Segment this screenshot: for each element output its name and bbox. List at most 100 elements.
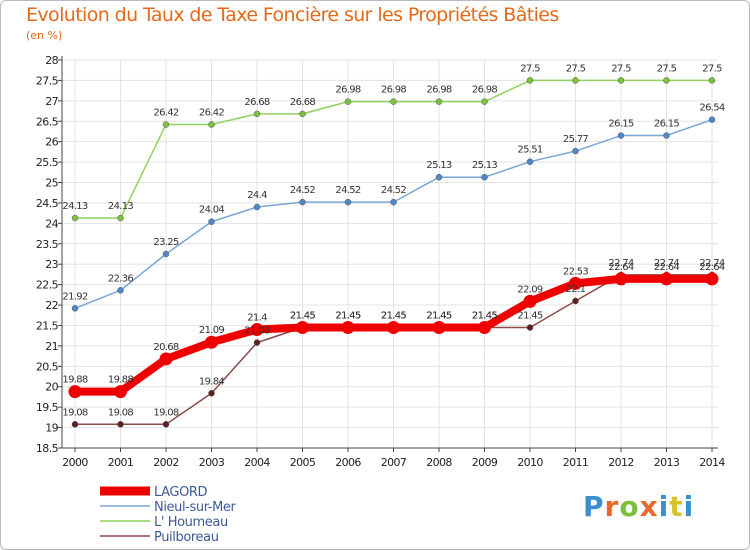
data-label-puilboreau: 22.1 [566,284,586,295]
y-tick-label: 27.5 [36,74,59,87]
data-label-lagord: 21.4 [247,313,267,324]
data-point-l-houmeau [299,110,306,118]
chart-subtitle: (en %) [26,29,63,42]
data-label-nieul-sur-mer: 26.15 [654,119,679,130]
data-point-puilboreau [71,421,79,428]
y-tick-label: 24 [45,217,58,230]
data-point-lagord [296,321,309,335]
data-point-l-houmeau [663,77,670,84]
data-point-puilboreau [253,339,261,346]
data-point-l-houmeau [481,98,488,105]
y-tick-label: 28 [45,54,58,67]
data-label-nieul-sur-mer: 24.52 [290,185,315,196]
data-label-nieul-sur-mer: 24.4 [247,190,267,201]
data-label-l-houmeau: 26.98 [426,85,451,96]
data-point-nieul-sur-mer [253,203,261,211]
y-tick-label: 19 [45,422,58,435]
data-label-nieul-sur-mer: 24.52 [381,185,406,196]
data-label-lagord: 19.88 [108,375,133,386]
axes: 18.5 19 19.5 20 20.5 21 21.5 22 22.5 23 23.5 24 24.5… [36,54,726,469]
data-label-puilboreau: 22.74 [699,258,724,269]
data-label-puilboreau: 22.74 [654,258,679,269]
proxiti-logo: Proxiti [583,490,694,523]
data-labels: 24.13 24.13 26.42 26.42 26.68 26.68 26.98 26.98… [62,63,725,418]
data-point-nieul-sur-mer [435,173,443,181]
data-point-lagord [660,272,673,286]
logo-letter: o [619,490,640,523]
data-label-l-houmeau: 26.42 [153,108,178,119]
y-tick-label: 21.5 [36,319,59,332]
data-label-puilboreau: 19.08 [62,407,87,418]
data-point-lagord [341,321,355,335]
data-point-nieul-sur-mer [390,198,397,206]
data-point-nieul-sur-mer [663,132,670,139]
x-tick-label: 2004 [244,456,270,469]
data-point-nieul-sur-mer [208,218,215,225]
data-label-l-houmeau: 27.5 [611,63,631,74]
y-tick-label: 25.5 [36,156,59,169]
legend-label: Nieul-sur-Mer [154,500,237,515]
data-label-lagord: 21.45 [335,311,360,322]
data-label-puilboreau: 19.84 [199,376,224,387]
y-tick-label: 23 [45,258,58,271]
y-tick-label: 20.5 [36,360,59,373]
data-point-lagord [523,294,537,308]
y-tick-label: 25 [45,177,58,190]
data-label-puilboreau: 21.45 [381,311,406,322]
data-label-lagord: 21.09 [199,325,224,336]
data-point-l-houmeau [617,77,625,84]
y-tick-label: 22 [45,299,58,312]
data-point-lagord [159,352,173,366]
legend-label: Puilboreau [154,530,219,545]
data-label-lagord: 21.45 [290,311,315,322]
x-tick-label: 2011 [563,456,589,469]
logo-letter: r [604,490,620,523]
data-point-lagord [478,321,491,335]
data-point-l-houmeau [208,121,215,128]
data-label-nieul-sur-mer: 25.13 [426,160,451,171]
x-tick-label: 2002 [153,456,179,469]
chart-title: Evolution du Taux de Taxe Foncière sur l… [26,4,559,26]
data-point-puilboreau [162,421,170,428]
data-point-nieul-sur-mer [117,287,124,294]
y-tick-label: 19.5 [36,401,59,414]
data-label-l-houmeau: 26.42 [199,108,224,119]
data-point-puilboreau [526,324,534,331]
data-label-nieul-sur-mer: 22.36 [108,273,133,284]
data-point-lagord [614,272,628,286]
y-tick-label: 26.5 [36,115,59,128]
data-point-nieul-sur-mer [481,173,488,181]
legend-label: L' Houmeau [154,515,228,530]
x-tick-label: 2008 [426,456,452,469]
data-label-l-houmeau: 27.5 [520,63,540,74]
x-tick-label: 2003 [199,456,225,469]
data-label-lagord: 22.64 [699,262,724,273]
data-label-nieul-sur-mer: 26.54 [699,103,724,114]
data-point-l-houmeau [390,98,397,105]
data-label-l-houmeau: 27.5 [702,63,722,74]
data-point-puilboreau [572,297,579,305]
logo-letter: x [639,490,659,523]
x-tick-label: 2000 [62,456,88,469]
y-tick-label: 26 [45,136,58,149]
data-point-lagord [432,321,446,335]
data-point-puilboreau [117,421,124,428]
y-tick-label: 18.5 [36,442,59,455]
data-label-lagord: 22.64 [654,262,679,273]
data-label-l-houmeau: 26.98 [335,85,360,96]
logo-letter: i [683,490,695,523]
data-label-nieul-sur-mer: 25.13 [472,160,497,171]
data-point-l-houmeau [344,98,352,105]
data-label-nieul-sur-mer: 24.52 [335,185,360,196]
data-point-lagord [387,321,400,335]
x-tick-label: 2007 [381,456,407,469]
data-label-l-houmeau: 24.13 [108,201,133,212]
data-label-l-houmeau: 26.68 [290,97,315,108]
data-point-nieul-sur-mer [526,158,534,165]
data-point-l-houmeau [117,214,124,222]
data-label-puilboreau: 21.45 [335,311,360,322]
y-tick-label: 23.5 [36,238,59,251]
data-label-l-houmeau: 26.98 [472,85,497,96]
y-tick-label: 20 [45,381,58,394]
data-label-puilboreau: 21.45 [517,311,542,322]
